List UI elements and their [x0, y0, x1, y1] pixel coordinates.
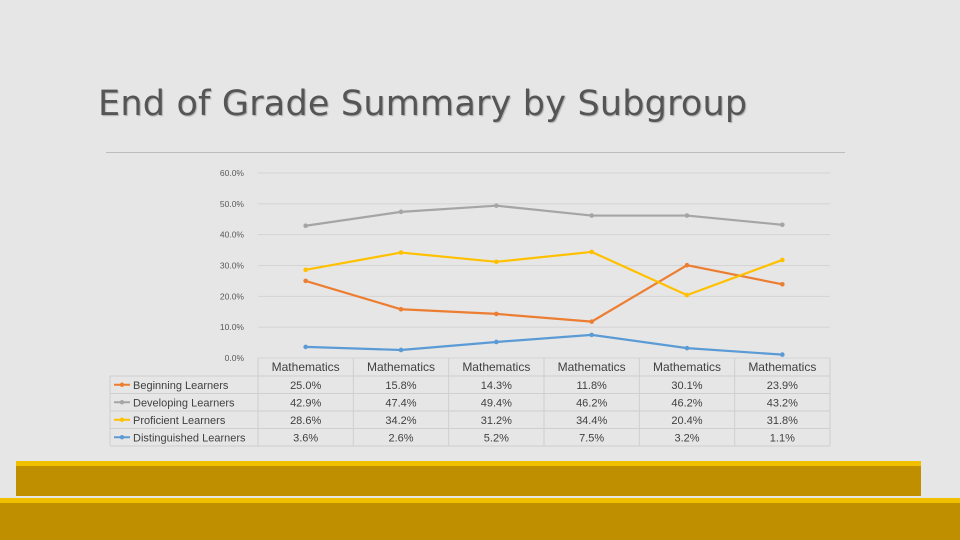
data-point — [303, 344, 308, 350]
data-point — [684, 262, 690, 268]
data-point — [684, 213, 690, 218]
y-tick-label: 40.0% — [220, 230, 245, 240]
y-tick-label: 60.0% — [220, 168, 245, 178]
data-point — [398, 250, 404, 255]
data-label: 28.6% — [290, 415, 321, 427]
data-label: 15.8% — [385, 380, 416, 392]
data-label: 34.2% — [385, 415, 416, 427]
data-point — [589, 332, 594, 338]
category-label: Mathematics — [462, 360, 530, 374]
data-point — [303, 267, 308, 273]
data-label: 43.2% — [767, 397, 798, 409]
data-point — [780, 282, 785, 287]
data-label: 1.1% — [770, 432, 795, 444]
y-tick-label: 0.0% — [225, 353, 245, 363]
category-label: Mathematics — [272, 360, 340, 374]
category-label: Mathematics — [367, 360, 435, 374]
data-point — [494, 259, 499, 265]
data-label: 42.9% — [290, 397, 321, 409]
data-label: 14.3% — [481, 380, 512, 392]
data-label: 3.6% — [293, 432, 318, 444]
legend-key-marker — [119, 417, 125, 422]
data-point — [494, 339, 499, 345]
data-label: 49.4% — [481, 397, 512, 409]
data-point — [684, 345, 690, 351]
category-label: Mathematics — [558, 360, 626, 374]
data-point — [589, 249, 594, 255]
data-label: 20.4% — [671, 415, 702, 427]
footer-band — [16, 466, 921, 496]
category-label: Mathematics — [653, 360, 721, 374]
data-point — [494, 203, 499, 208]
data-label: 30.1% — [671, 380, 702, 392]
data-point — [303, 278, 308, 284]
series-line-developing-learners — [305, 204, 783, 227]
data-point — [398, 347, 404, 353]
data-point — [398, 306, 404, 312]
data-point — [589, 319, 594, 324]
footer-band-accent — [16, 461, 921, 466]
data-label: 31.8% — [767, 415, 798, 427]
series-line-distinguished-learners — [305, 333, 783, 356]
data-point — [780, 352, 785, 357]
data-label: 2.6% — [388, 432, 413, 444]
data-label: 31.2% — [481, 415, 512, 427]
data-label: 46.2% — [671, 397, 702, 409]
y-tick-label: 30.0% — [220, 261, 245, 271]
data-point — [494, 311, 499, 317]
legend-key-marker — [119, 382, 125, 387]
title-divider — [106, 152, 845, 153]
data-point — [684, 292, 690, 298]
legend-key-marker — [119, 435, 125, 440]
data-point — [780, 257, 785, 263]
series-line-proficient-learners — [305, 250, 783, 297]
bottom-band-accent — [0, 498, 960, 503]
data-point — [780, 222, 785, 228]
data-label: 47.4% — [385, 397, 416, 409]
y-tick-label: 10.0% — [220, 322, 245, 332]
data-label: 5.2% — [484, 432, 509, 444]
data-label: 11.8% — [576, 380, 607, 392]
legend-label: Distinguished Learners — [133, 432, 246, 444]
bottom-band — [0, 503, 960, 540]
data-label: 7.5% — [579, 432, 604, 444]
data-label: 46.2% — [576, 397, 607, 409]
legend-label: Proficient Learners — [133, 415, 226, 427]
data-label: 34.4% — [576, 415, 607, 427]
legend-key-marker — [119, 400, 125, 405]
series-line-beginning-learners — [305, 264, 783, 323]
data-label: 3.2% — [674, 432, 699, 444]
data-label: 25.0% — [290, 380, 321, 392]
data-label: 23.9% — [767, 380, 798, 392]
y-tick-label: 50.0% — [220, 199, 245, 209]
data-point — [303, 223, 308, 229]
legend-label: Beginning Learners — [133, 380, 229, 392]
category-label: Mathematics — [748, 360, 816, 374]
slide-title: End of Grade Summary by Subgroup — [98, 84, 748, 124]
data-point — [398, 209, 404, 215]
legend-label: Developing Learners — [133, 397, 235, 409]
data-point — [589, 213, 594, 218]
y-tick-label: 20.0% — [220, 291, 245, 301]
